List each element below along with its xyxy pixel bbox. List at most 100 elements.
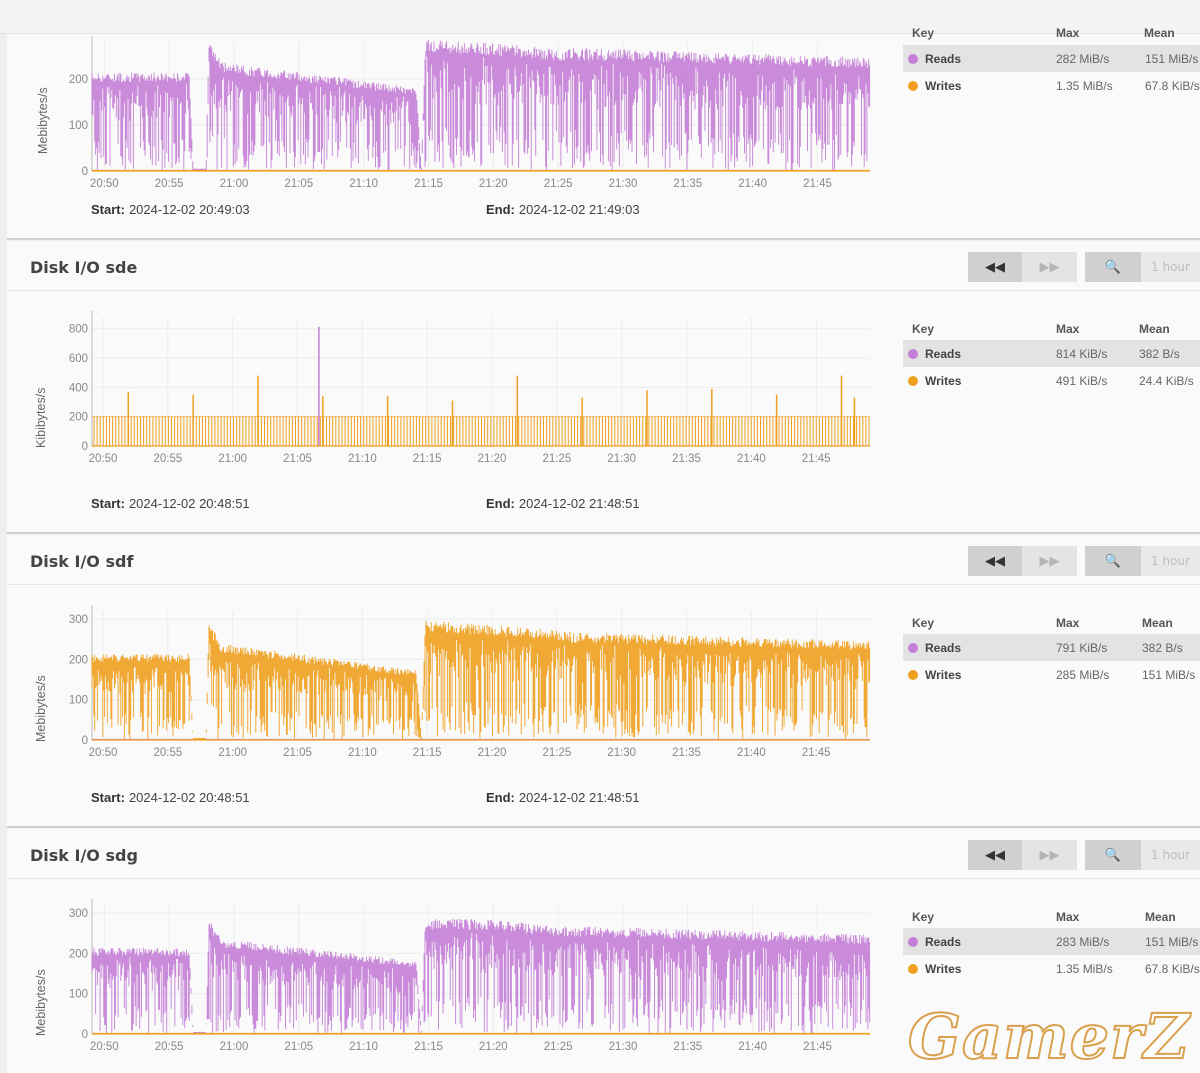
x-tick-label: 21:20 xyxy=(478,453,507,465)
y-tick-label: 200 xyxy=(69,412,88,424)
x-tick-label: 21:10 xyxy=(349,178,378,190)
legend-max-header: Max xyxy=(1056,322,1080,336)
x-tick-label: 21:05 xyxy=(283,453,312,465)
panel-title: Disk I/O sde xyxy=(30,258,138,277)
legend-name: Writes xyxy=(925,962,962,976)
legend-row-writes[interactable]: Writes 1.35 MiB/s 67.8 KiB/s xyxy=(903,72,1200,99)
x-tick-label: 21:05 xyxy=(283,747,312,759)
start-label: Start: xyxy=(91,496,125,511)
x-tick-label: 21:45 xyxy=(802,747,831,759)
y-tick-label: 0 xyxy=(82,166,88,178)
x-tick-label: 20:55 xyxy=(153,747,182,759)
disk-io-sde-chart-svg: 0 200 400 600 800 20:50 20:55 21:00 21:05 21:10 21… xyxy=(69,311,870,465)
x-tick-label: 21:30 xyxy=(609,1041,638,1053)
chart-area: 0 100 200 20:50 20:55 21:00 21:05 21:10 21:15 21:… xyxy=(27,34,887,194)
end-value: 2024-12-02 21:49:03 xyxy=(518,202,640,217)
zoom-out-button[interactable]: 🔍 xyxy=(1085,252,1141,282)
end-value: 2024-12-02 21:48:51 xyxy=(518,496,640,511)
y-tick-label: 200 xyxy=(69,74,88,86)
legend-max: 282 MiB/s xyxy=(1056,52,1110,66)
start-time: Start: 2024-12-02 20:49:03 xyxy=(91,202,250,217)
series-line-reads xyxy=(91,39,871,171)
x-tick-label: 21:20 xyxy=(479,1041,508,1053)
x-tick-label: 21:30 xyxy=(607,747,636,759)
legend-row-writes[interactable]: Writes 285 MiB/s 151 MiB/s xyxy=(903,661,1200,688)
legend-name: Writes xyxy=(925,374,962,388)
y-axis-label: Kibibytes/s xyxy=(34,387,48,448)
x-tick-label: 21:40 xyxy=(738,1041,767,1053)
x-tick-label: 21:00 xyxy=(218,747,247,759)
x-tick-label: 21:25 xyxy=(544,1041,573,1053)
start-label: Start: xyxy=(91,202,125,217)
y-tick-label: 100 xyxy=(69,695,88,707)
y-tick-label: 300 xyxy=(69,908,88,920)
y-tick-label: 400 xyxy=(69,382,88,394)
legend-max: 1.35 MiB/s xyxy=(1056,79,1113,93)
legend-name: Reads xyxy=(925,935,962,949)
legend-mean-header: Mean xyxy=(1142,616,1173,630)
legend-key-header: Key xyxy=(912,910,935,924)
legend-max: 491 KiB/s xyxy=(1056,374,1108,388)
legend-mean: 67.8 KiB/s xyxy=(1145,962,1200,976)
series-line-writes xyxy=(91,620,871,740)
panel-header: Disk I/O sde ◀◀ ▶▶ 🔍 1 hour xyxy=(7,241,1200,291)
legend-table: Key Max Mean Reads 814 KiB/s 382 B/s Wri… xyxy=(903,315,1200,394)
rewind-icon: ◀◀ xyxy=(985,259,1005,275)
reads-dot xyxy=(908,937,918,947)
time-range-button[interactable]: 1 hour xyxy=(1141,840,1200,870)
x-tick-label: 21:10 xyxy=(348,747,377,759)
gamerz-watermark: GamerZ xyxy=(907,999,1191,1073)
y-axis-label: Mebibytes/s xyxy=(36,87,50,154)
legend-row-reads[interactable]: Reads 791 KiB/s 382 B/s xyxy=(903,634,1200,661)
x-tick-label: 21:00 xyxy=(220,1041,249,1053)
series-line-writes xyxy=(93,416,870,446)
chart-area: 0 100 200 300 20:50 20:55 21:00 21:05 21:10 21:15… xyxy=(27,603,887,763)
legend-table: Key Max Mean Reads 282 MiB/s 151 MiB/s W… xyxy=(903,24,1200,99)
legend-key-header: Key xyxy=(912,26,935,40)
reads-dot xyxy=(908,54,918,64)
legend-mean: 382 B/s xyxy=(1142,641,1183,655)
start-value: 2024-12-02 20:48:51 xyxy=(128,496,250,511)
legend-key-header: Key xyxy=(912,616,935,630)
legend-row-writes[interactable]: Writes 491 KiB/s 24.4 KiB/s xyxy=(903,367,1200,394)
legend-row-reads[interactable]: Reads 814 KiB/s 382 B/s xyxy=(903,340,1200,367)
time-range-button[interactable]: 1 hour xyxy=(1141,546,1200,576)
y-tick-label: 600 xyxy=(69,353,88,365)
legend-mean-header: Mean xyxy=(1145,910,1176,924)
end-label: End: xyxy=(486,790,515,805)
rewind-button[interactable]: ◀◀ xyxy=(968,252,1022,282)
legend-max-header: Max xyxy=(1056,910,1080,924)
x-tick-label: 21:35 xyxy=(673,1041,702,1053)
legend-mean: 67.8 KiB/s xyxy=(1145,79,1200,93)
series-line-reads xyxy=(91,918,871,1034)
zoom-out-button[interactable]: 🔍 xyxy=(1085,840,1141,870)
legend-mean-header: Mean xyxy=(1139,322,1170,336)
x-tick-label: 21:05 xyxy=(284,178,313,190)
zoom-out-icon: 🔍 xyxy=(1104,847,1122,863)
reads-dot xyxy=(908,643,918,653)
rewind-button[interactable]: ◀◀ xyxy=(968,840,1022,870)
x-tick-label: 20:55 xyxy=(155,178,184,190)
x-tick-label: 21:45 xyxy=(802,453,831,465)
fast-forward-button[interactable]: ▶▶ xyxy=(1022,252,1077,282)
legend-mean: 151 MiB/s xyxy=(1145,52,1199,66)
reads-dot xyxy=(908,349,918,359)
legend-header: Key Max Mean xyxy=(903,609,1200,634)
rewind-button[interactable]: ◀◀ xyxy=(968,546,1022,576)
fast-forward-button[interactable]: ▶▶ xyxy=(1022,840,1077,870)
panel-title: Disk I/O sdf xyxy=(30,552,134,571)
legend-row-reads[interactable]: Reads 282 MiB/s 151 MiB/s xyxy=(903,45,1200,72)
legend-row-writes[interactable]: Writes 1.35 MiB/s 67.8 KiB/s xyxy=(903,955,1200,982)
legend-table: Key Max Mean Reads 283 MiB/s 151 MiB/s W… xyxy=(903,903,1200,982)
legend-mean: 151 MiB/s xyxy=(1145,935,1199,949)
x-tick-label: 21:20 xyxy=(479,178,508,190)
legend-name: Reads xyxy=(925,52,962,66)
x-tick-label: 21:00 xyxy=(220,178,249,190)
legend-row-reads[interactable]: Reads 283 MiB/s 151 MiB/s xyxy=(903,928,1200,955)
fast-forward-icon: ▶▶ xyxy=(1039,553,1060,569)
legend-max: 791 KiB/s xyxy=(1056,641,1108,655)
x-tick-label: 21:10 xyxy=(348,453,377,465)
zoom-out-button[interactable]: 🔍 xyxy=(1085,546,1141,576)
fast-forward-button[interactable]: ▶▶ xyxy=(1022,546,1077,576)
time-range-button[interactable]: 1 hour xyxy=(1141,252,1200,282)
